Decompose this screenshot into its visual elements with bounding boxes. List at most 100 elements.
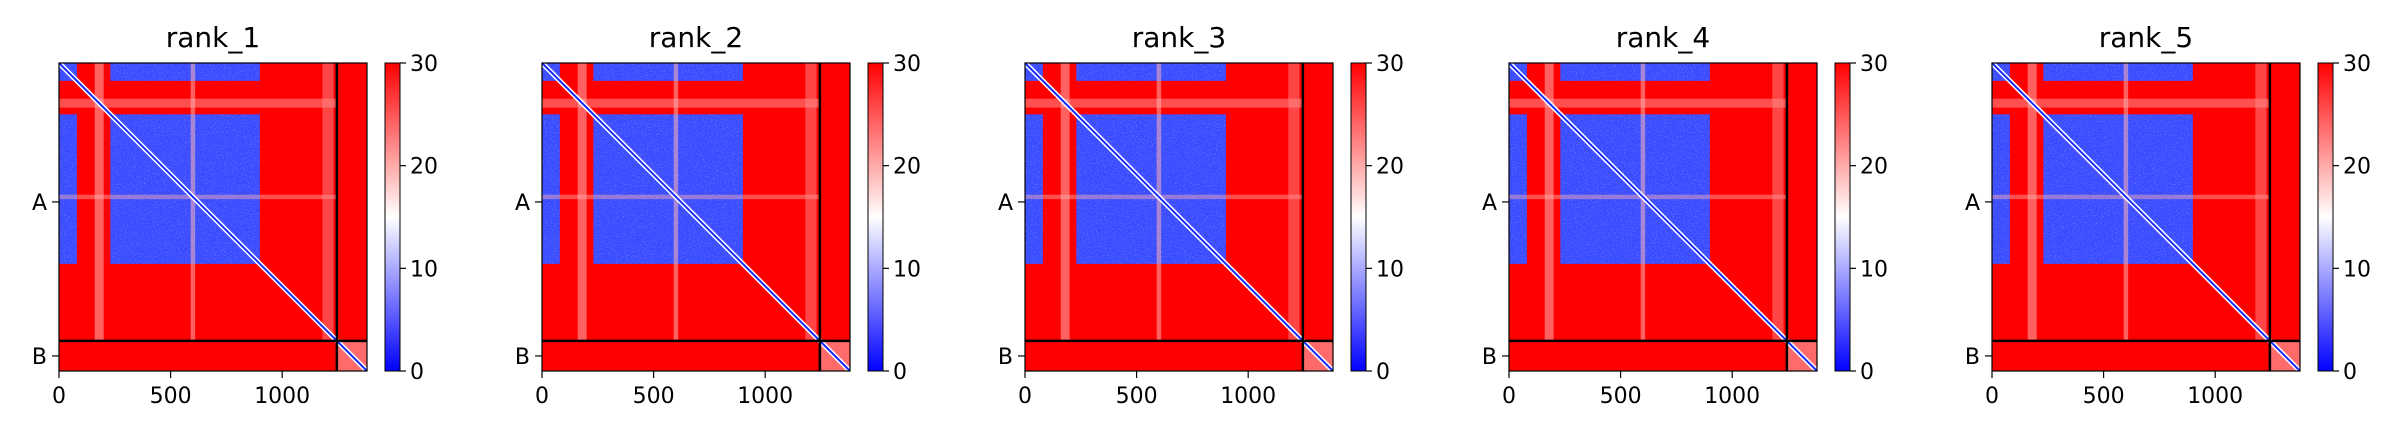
horizontal-stripe-1 <box>59 98 337 108</box>
x-tick-label: 1000 <box>737 384 793 409</box>
vertical-stripe-2 <box>1156 63 1162 341</box>
colorbar-tick-label: 0 <box>410 360 424 385</box>
tail-stripe-1 <box>2255 63 2267 341</box>
horizontal-stripe-1 <box>1992 98 2270 108</box>
diagonal <box>1508 62 1818 372</box>
vertical-stripe-1 <box>1060 63 1070 341</box>
colorbar <box>1835 63 1850 371</box>
y-tick-label: B <box>1482 345 1497 370</box>
x-tick-label: 500 <box>1116 384 1158 409</box>
colorbar-tick-label: 10 <box>1376 257 1404 282</box>
horizontal-stripe-2 <box>1992 194 2270 200</box>
block-texture-4 <box>110 63 260 81</box>
vertical-stripe-1 <box>577 63 587 341</box>
colorbar-frame <box>1350 62 1367 372</box>
axes-frame <box>1024 62 1334 372</box>
colorbar-tick-label: 30 <box>893 52 921 77</box>
y-tick-label: B <box>998 345 1013 370</box>
colorbar-tick-label: 0 <box>893 360 907 385</box>
x-tick-label: 1000 <box>254 384 310 409</box>
horizontal-stripe-2 <box>542 194 820 200</box>
colorbar <box>1351 63 1366 371</box>
colorbar-frame <box>384 62 401 372</box>
block-texture-4 <box>1560 63 1710 81</box>
vertical-stripe-2 <box>190 63 196 341</box>
colorbar-tick-label: 30 <box>1860 52 1888 77</box>
block-texture-3 <box>1509 114 1527 264</box>
x-tick-label: 0 <box>1985 384 1999 409</box>
block-texture-4 <box>1076 63 1226 81</box>
axes-frame <box>1991 62 2301 372</box>
block-texture-3 <box>1992 114 2010 264</box>
block-texture-3 <box>59 114 77 264</box>
tail-stripe-1 <box>1772 63 1784 341</box>
block-texture-4 <box>2043 63 2193 81</box>
diagonal <box>541 62 851 372</box>
block-texture-3 <box>1025 114 1043 264</box>
axes-frame <box>1508 62 1818 372</box>
x-tick-label: 1000 <box>2187 384 2243 409</box>
colorbar-tick-label: 20 <box>2343 155 2371 180</box>
vertical-stripe-1 <box>2027 63 2037 341</box>
axes-frame <box>58 62 368 372</box>
colorbar-tick-label: 30 <box>410 52 438 77</box>
x-tick-label: 0 <box>1018 384 1032 409</box>
y-tick-label: B <box>32 345 47 370</box>
colorbar-frame <box>2317 62 2334 372</box>
colorbar-tick-label: 0 <box>2343 360 2357 385</box>
tail-stripe-1 <box>1288 63 1300 341</box>
x-tick-label: 500 <box>633 384 675 409</box>
x-tick-label: 0 <box>52 384 66 409</box>
colorbar <box>2318 63 2333 371</box>
y-tick-label: A <box>1965 191 1980 216</box>
panel-title: rank_2 <box>649 21 743 54</box>
colorbar-tick-label: 20 <box>410 155 438 180</box>
x-tick-label: 1000 <box>1220 384 1276 409</box>
colorbar-tick-label: 10 <box>2343 257 2371 282</box>
vertical-stripe-1 <box>94 63 104 341</box>
vertical-stripe-2 <box>2123 63 2129 341</box>
block-texture-3 <box>542 114 560 264</box>
y-tick-label: A <box>998 191 1013 216</box>
colorbar-frame <box>867 62 884 372</box>
panel-title: rank_1 <box>166 21 260 54</box>
tail-stripe-1 <box>322 63 334 341</box>
colorbar-tick-label: 20 <box>1376 155 1404 180</box>
colorbar-tick-label: 20 <box>893 155 921 180</box>
tail-stripe-1 <box>805 63 817 341</box>
block-texture-4 <box>593 63 743 81</box>
colorbar-tick-label: 20 <box>1860 155 1888 180</box>
colorbar-tick-label: 30 <box>2343 52 2371 77</box>
x-tick-label: 1000 <box>1704 384 1760 409</box>
horizontal-stripe-2 <box>1025 194 1303 200</box>
y-tick-label: B <box>515 345 530 370</box>
vertical-stripe-1 <box>1544 63 1554 341</box>
colorbar-tick-label: 0 <box>1376 360 1390 385</box>
colorbar-tick-label: 0 <box>1860 360 1874 385</box>
x-tick-label: 500 <box>150 384 192 409</box>
x-tick-label: 0 <box>1502 384 1516 409</box>
axes-frame <box>541 62 851 372</box>
horizontal-stripe-2 <box>1509 194 1787 200</box>
x-tick-label: 0 <box>535 384 549 409</box>
colorbar-tick-label: 10 <box>893 257 921 282</box>
colorbar <box>868 63 883 371</box>
y-tick-label: A <box>1482 191 1497 216</box>
x-tick-label: 500 <box>2083 384 2125 409</box>
x-tick-label: 500 <box>1600 384 1642 409</box>
colorbar-tick-label: 10 <box>1860 257 1888 282</box>
panel-title: rank_5 <box>2099 21 2193 54</box>
panel-title: rank_4 <box>1616 21 1710 54</box>
y-tick-label: A <box>515 191 530 216</box>
diagonal <box>1991 62 2301 372</box>
colorbar <box>385 63 400 371</box>
panel-title: rank_3 <box>1132 21 1226 54</box>
diagonal <box>1024 62 1334 372</box>
horizontal-stripe-1 <box>1025 98 1303 108</box>
horizontal-stripe-1 <box>1509 98 1787 108</box>
